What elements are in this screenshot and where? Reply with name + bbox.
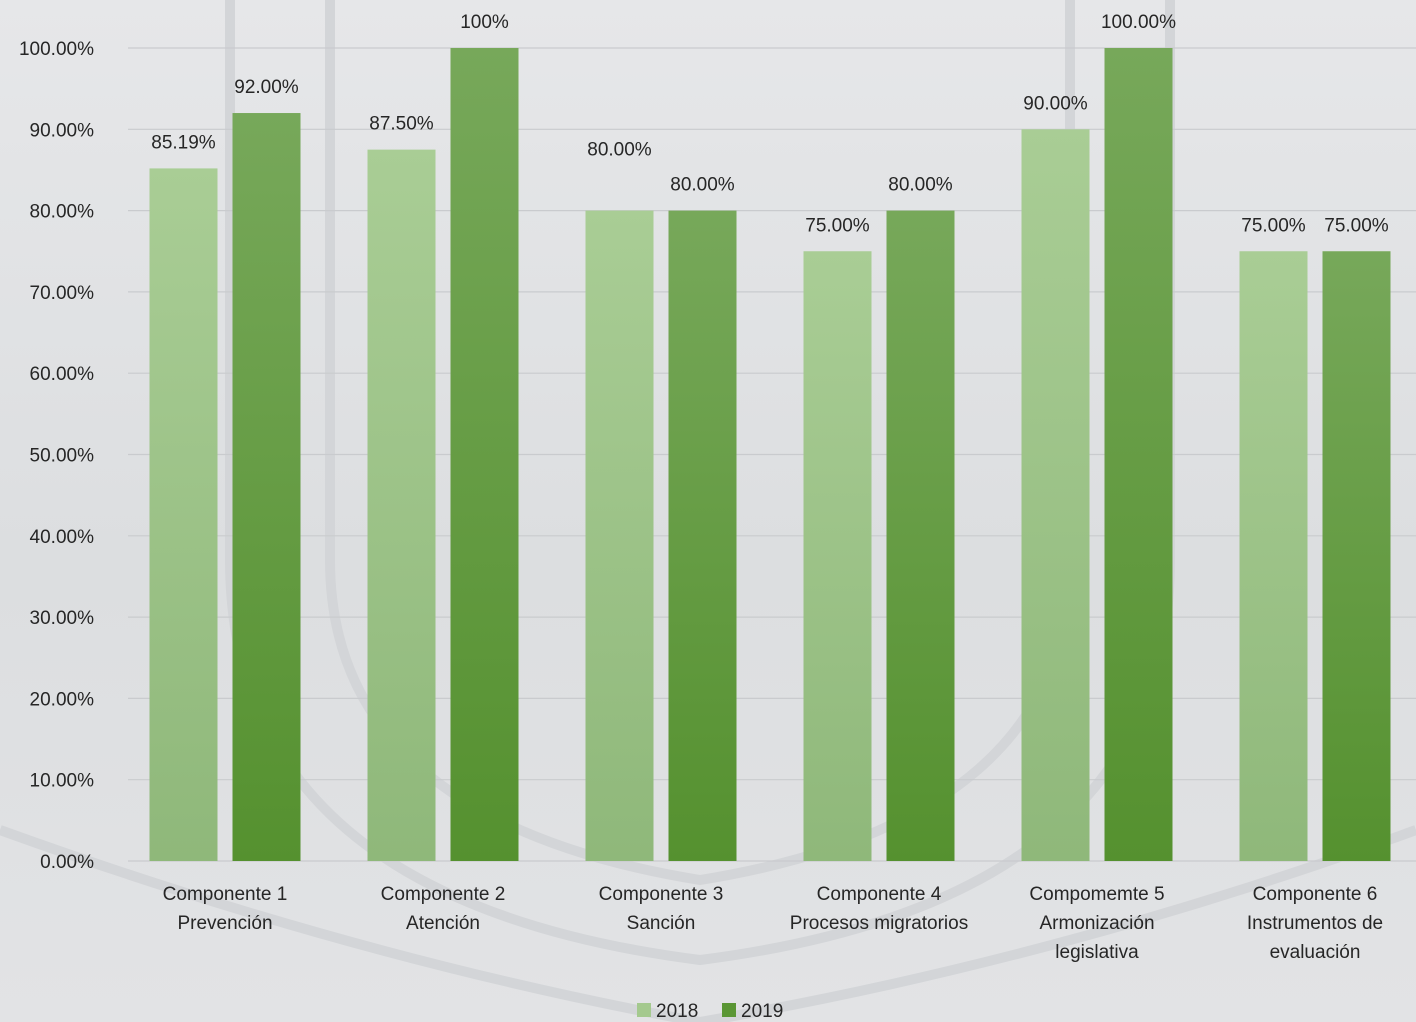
x-axis: Componente 1 Prevención Componente 2 Atenci… <box>163 884 1383 963</box>
y-tick-label: 30.00% <box>30 608 95 629</box>
x-category-label: Componente 6 <box>1253 884 1378 905</box>
data-label: 100% <box>460 12 509 33</box>
data-label: 90.00% <box>1023 93 1088 114</box>
x-category-label: Procesos migratorios <box>790 913 968 934</box>
data-label: 80.00% <box>670 175 735 196</box>
data-label: 85.19% <box>151 132 216 153</box>
y-tick-label: 80.00% <box>30 202 95 223</box>
y-tick-label: 60.00% <box>30 364 95 385</box>
x-category-label: Componente 4 <box>817 884 942 905</box>
legend: 2018 2019 <box>637 1001 783 1022</box>
data-label: 75.00% <box>805 215 870 236</box>
x-category-label: Instrumentos de <box>1247 913 1383 934</box>
bars <box>149 48 1391 862</box>
bar-2018-2 <box>367 149 436 861</box>
legend-label-2019: 2019 <box>741 1001 783 1022</box>
data-label: 75.00% <box>1241 215 1306 236</box>
x-category-label: Componente 1 <box>163 884 288 905</box>
bar-2019-1 <box>232 113 301 862</box>
bar-2018-1 <box>149 168 218 862</box>
y-tick-label: 40.00% <box>30 527 95 548</box>
x-category-label: Atención <box>406 913 480 934</box>
y-tick-label: 10.00% <box>30 771 95 792</box>
legend-swatch-2018 <box>637 1003 651 1017</box>
x-category-label: Compomemte 5 <box>1029 884 1164 905</box>
bar-2019-5 <box>1104 48 1173 861</box>
data-label: 87.50% <box>369 114 434 135</box>
y-tick-label: 90.00% <box>30 120 95 141</box>
x-category-label: legislativa <box>1055 942 1139 963</box>
x-category-label: evaluación <box>1270 942 1361 963</box>
bar-2018-5 <box>1021 129 1090 862</box>
y-tick-label: 100.00% <box>19 39 94 60</box>
bar-2019-4 <box>886 210 955 862</box>
data-labels: 85.19% 92.00% 87.50% 100% 80.00% 80.00% 75.00%… <box>151 12 1389 236</box>
bar-2019-3 <box>668 210 737 862</box>
data-label: 100.00% <box>1101 12 1176 33</box>
bar-2019-6 <box>1322 251 1391 861</box>
y-axis: 0.00% 10.00% 20.00% 30.00% 40.00% 50.00% 60.00… <box>19 39 94 873</box>
data-label: 80.00% <box>888 175 953 196</box>
bar-2018-3 <box>585 210 654 862</box>
data-label: 92.00% <box>234 77 299 98</box>
x-category-label: Componente 3 <box>599 884 724 905</box>
data-label: 75.00% <box>1324 215 1389 236</box>
y-tick-label: 70.00% <box>30 283 95 304</box>
x-category-label: Armonización <box>1039 913 1154 934</box>
y-tick-label: 0.00% <box>40 852 94 873</box>
x-category-label: Prevención <box>177 913 272 934</box>
y-tick-label: 50.00% <box>30 446 95 467</box>
bar-2019-2 <box>450 48 519 861</box>
bar-2018-6 <box>1239 251 1308 861</box>
bar-2018-4 <box>803 251 872 861</box>
x-category-label: Sanción <box>627 913 696 934</box>
legend-swatch-2019 <box>722 1003 736 1017</box>
x-category-label: Componente 2 <box>381 884 506 905</box>
gridlines <box>128 47 1416 862</box>
legend-label-2018: 2018 <box>656 1001 698 1022</box>
y-tick-label: 20.00% <box>30 689 95 710</box>
data-label: 80.00% <box>587 140 652 161</box>
